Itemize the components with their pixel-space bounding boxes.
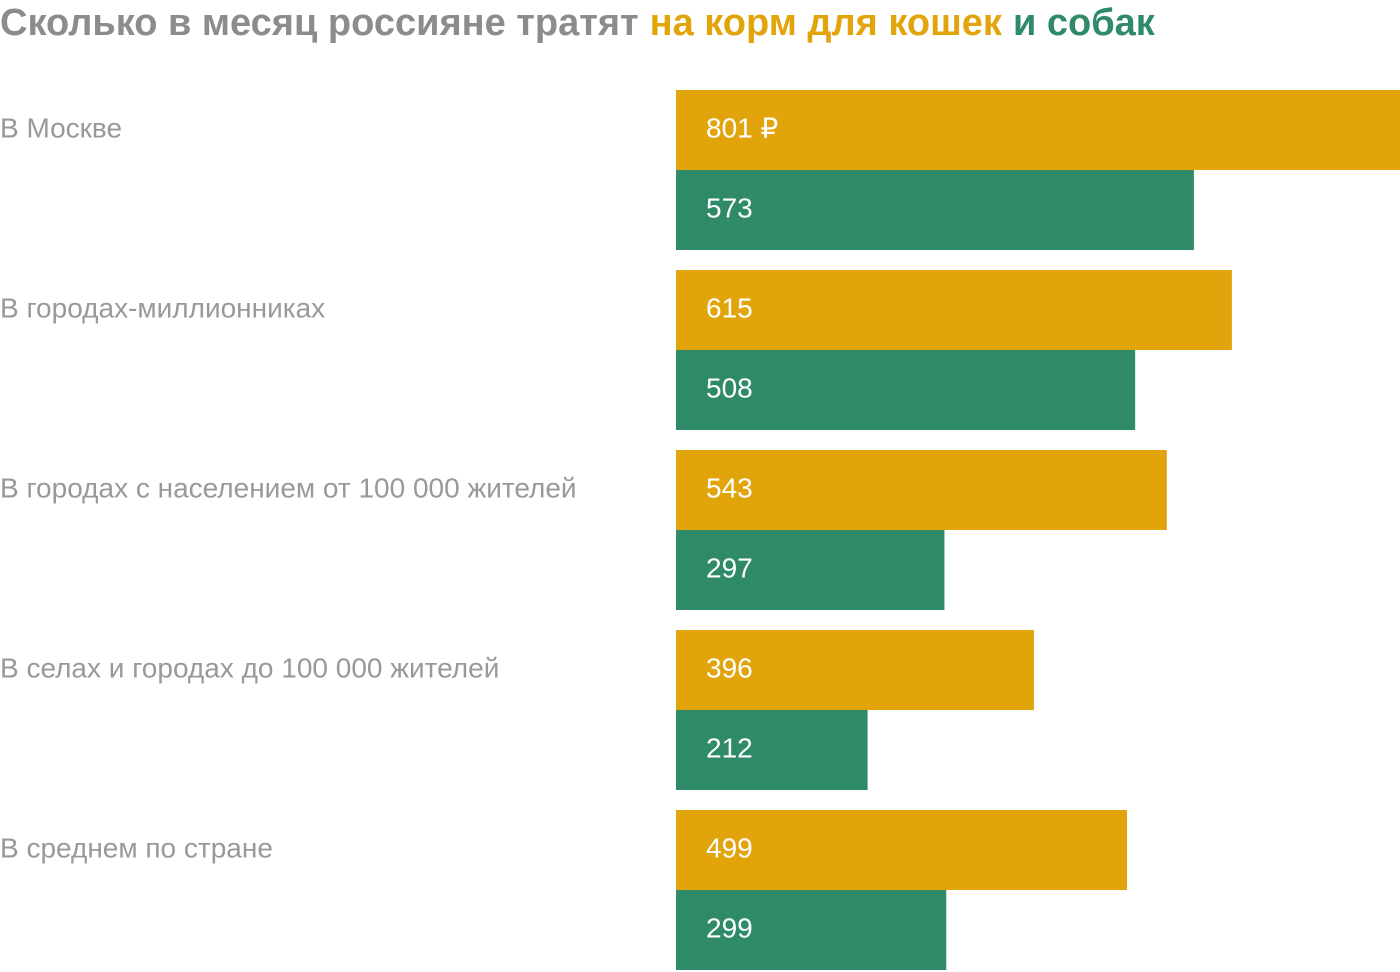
category-label: В городах-миллионниках bbox=[0, 292, 325, 323]
bar bbox=[676, 530, 945, 610]
category-label: В среднем по стране bbox=[0, 832, 273, 863]
bar bbox=[676, 630, 1034, 710]
value-label: 573 bbox=[706, 192, 753, 223]
bar bbox=[676, 270, 1232, 350]
chart-title: Сколько в месяц россияне тратят bbox=[0, 2, 639, 44]
bar bbox=[676, 810, 1128, 890]
legend-entry: на корм для кошек bbox=[650, 2, 1003, 44]
value-label: 396 bbox=[706, 652, 753, 683]
value-label: 499 bbox=[706, 832, 753, 863]
value-label: 212 bbox=[706, 732, 753, 763]
chart-title-line: Сколько в месяц россияне тратят на корм д… bbox=[0, 2, 1156, 44]
legend-entry: и собак bbox=[1013, 2, 1156, 44]
value-label: 801 ₽ bbox=[706, 112, 778, 143]
category-label: В Москве bbox=[0, 112, 122, 143]
value-label: 615 bbox=[706, 292, 753, 323]
value-label: 508 bbox=[706, 372, 753, 403]
value-label: 543 bbox=[706, 472, 753, 503]
bar bbox=[676, 90, 1400, 170]
bar bbox=[676, 890, 947, 970]
bar bbox=[676, 710, 868, 790]
category-label: В селах и городах до 100 000 жителей bbox=[0, 652, 499, 683]
bar bbox=[676, 170, 1194, 250]
bar bbox=[676, 450, 1167, 530]
value-label: 299 bbox=[706, 912, 753, 943]
category-label: В городах с населением от 100 000 жителе… bbox=[0, 472, 577, 503]
value-label: 297 bbox=[706, 552, 753, 583]
bar bbox=[676, 350, 1136, 430]
